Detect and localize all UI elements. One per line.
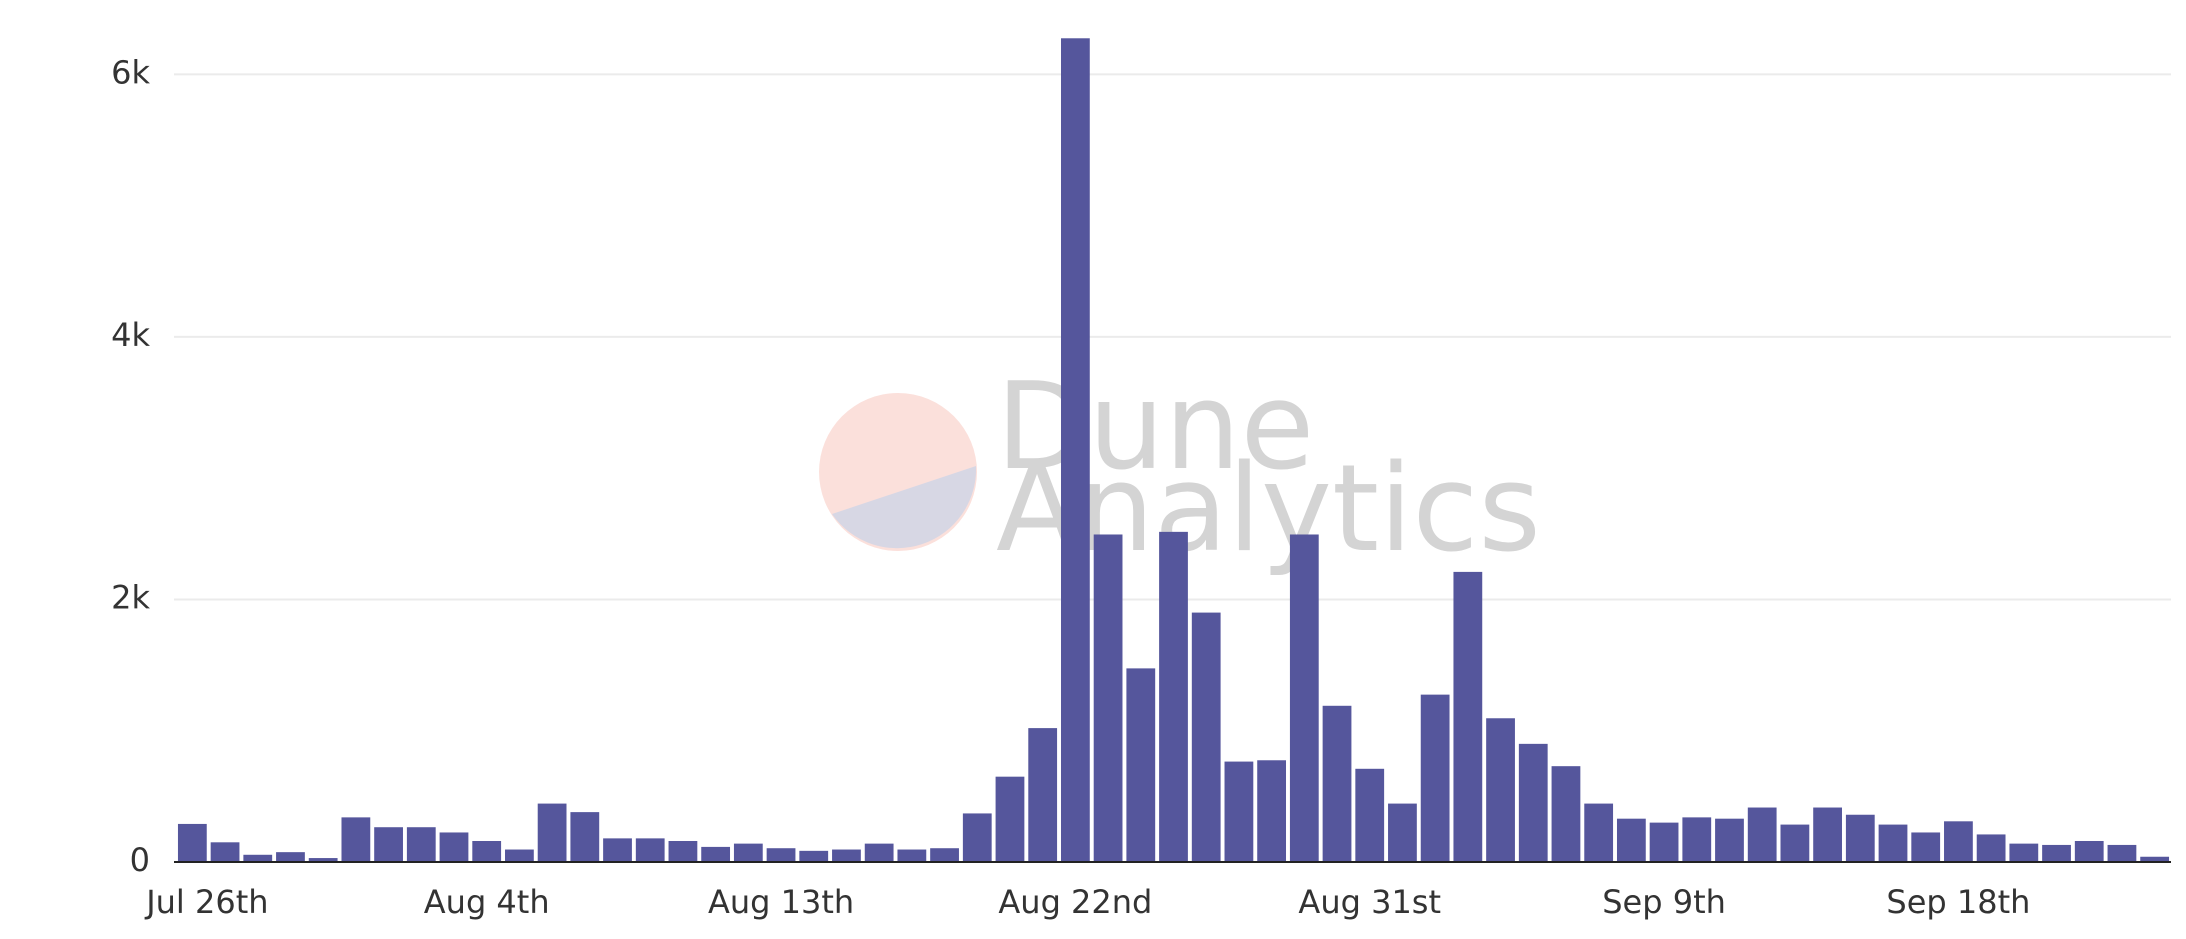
bar (276, 852, 305, 862)
bar (1878, 824, 1908, 862)
bar (1813, 807, 1842, 862)
bar (1420, 694, 1450, 862)
bar (2107, 844, 2137, 862)
bar (2009, 843, 2039, 862)
bar (1388, 803, 1417, 862)
bar (1551, 766, 1581, 862)
bar (1649, 822, 1679, 862)
bar (635, 838, 665, 862)
bar (1126, 668, 1156, 862)
bar (1028, 728, 1058, 862)
bar (243, 854, 273, 862)
bar (1191, 612, 1221, 862)
y-tick-label: 0 (130, 841, 150, 879)
bar (1518, 743, 1548, 862)
bar (2140, 856, 2170, 862)
bar (1224, 761, 1254, 862)
bar (603, 838, 632, 862)
bar (1976, 834, 2006, 862)
bar (439, 832, 469, 862)
bar (701, 846, 731, 862)
logo-slice (832, 466, 977, 549)
bar (1616, 818, 1646, 862)
bar (864, 843, 894, 862)
x-tick-label: Aug 31st (1298, 883, 1441, 921)
bar (1355, 768, 1385, 862)
bar (1944, 821, 1973, 862)
bar (1289, 534, 1319, 862)
bar (1060, 38, 1090, 863)
bar (177, 823, 207, 862)
y-tick-label: 4k (111, 316, 150, 354)
bar (668, 840, 698, 862)
bar (1584, 803, 1614, 862)
bar (1715, 818, 1744, 862)
bar (406, 827, 436, 862)
bar (505, 849, 534, 862)
bar (1747, 807, 1777, 862)
bar (1780, 824, 1810, 862)
y-tick-label: 2k (111, 578, 150, 616)
bar (2042, 844, 2071, 862)
bar (733, 843, 763, 862)
bar (962, 813, 992, 862)
bar (1486, 718, 1515, 862)
bar (799, 850, 829, 862)
bar (897, 849, 927, 862)
bar (766, 848, 796, 862)
y-tick-label: 6k (111, 53, 150, 91)
bar (1159, 531, 1188, 862)
bar (374, 827, 403, 862)
bar (1322, 705, 1352, 862)
bar (537, 803, 567, 862)
bar (341, 817, 371, 862)
bar (1911, 832, 1941, 862)
bar (832, 849, 861, 862)
x-tick-label: Aug 4th (424, 883, 550, 921)
x-tick-label: Sep 9th (1602, 883, 1726, 921)
bar (1845, 814, 1875, 862)
bar (472, 840, 502, 862)
bar (210, 842, 240, 862)
x-tick-label: Sep 18th (1886, 883, 2030, 921)
x-tick-label: Aug 22nd (998, 883, 1152, 921)
bar (308, 858, 338, 862)
bar (930, 848, 959, 862)
bar (1682, 817, 1712, 862)
watermark-logo (819, 393, 977, 551)
bar (1453, 571, 1483, 862)
watermark-line: Dune (996, 358, 1314, 497)
bar (1257, 760, 1287, 862)
bar (2074, 840, 2104, 862)
bar (1093, 534, 1123, 862)
bar (570, 812, 600, 862)
x-tick-label: Jul 26th (144, 883, 268, 921)
bar (995, 776, 1025, 862)
x-tick-label: Aug 13th (708, 883, 854, 921)
